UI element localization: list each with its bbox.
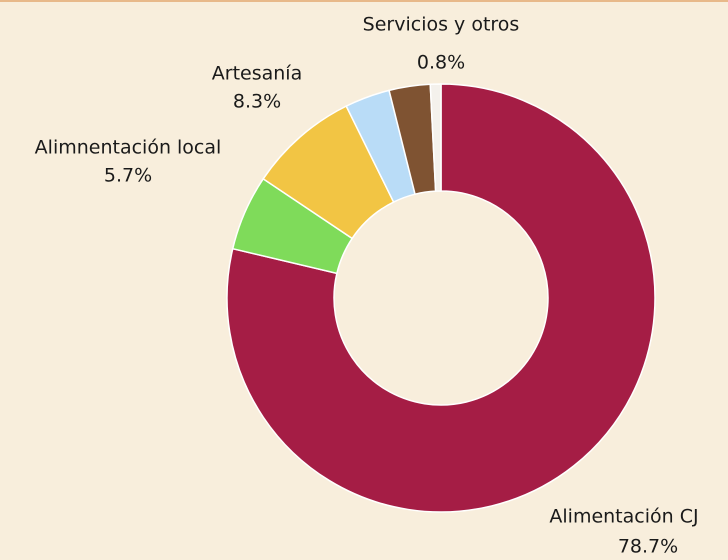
slice-value-label: 5.7% <box>104 165 152 187</box>
slice-value-label: 8.3% <box>233 91 281 113</box>
slice-value-label: 78.7% <box>618 536 678 558</box>
slice-label: Artesanía <box>212 63 302 85</box>
donut-slice <box>429 83 442 192</box>
donut-slice <box>226 83 656 513</box>
slice-label: Alimentación CJ <box>549 506 698 528</box>
slice-label: Alimnentación local <box>35 137 222 159</box>
slice-label: Servicios y otros <box>363 14 520 36</box>
slice-value-label: 0.8% <box>417 52 465 74</box>
top-border <box>0 0 728 2</box>
